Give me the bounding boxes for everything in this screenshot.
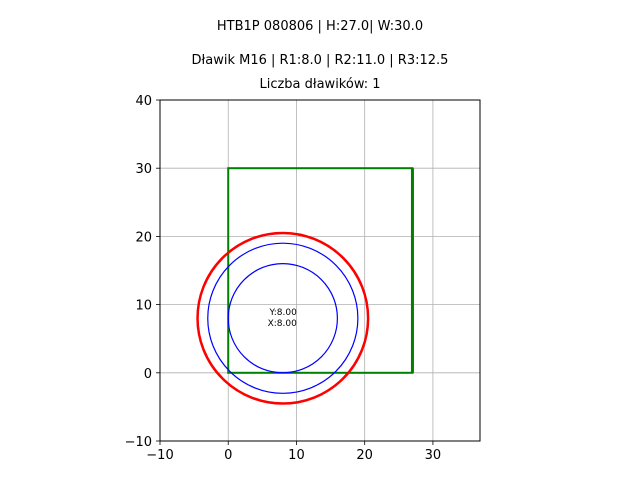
- x-tick-label: 10: [288, 448, 305, 463]
- center-coordinate-label: Y:8.00: [268, 308, 297, 318]
- axes-frame: [159, 99, 481, 442]
- y-tick-label: 30: [135, 162, 152, 177]
- chart-title: HTB1P 080806 | H:27.0| W:30.0: [216, 19, 424, 34]
- y-tick-label: 40: [135, 94, 152, 109]
- chart-subtitle: Dławik M16 | R1:8.0 | R2:11.0 | R3:12.5: [191, 53, 449, 68]
- y-tick-label: −10: [125, 435, 152, 450]
- x-tick-label: −10: [146, 448, 173, 463]
- circle-r1: [227, 263, 338, 374]
- circle-r3: [196, 231, 370, 405]
- x-tick-label: 0: [224, 448, 232, 463]
- center-coordinate-label: X:8.00: [268, 319, 298, 329]
- y-tick-label: 20: [135, 230, 152, 245]
- circle-r2: [207, 242, 359, 394]
- x-tick-label: 30: [425, 448, 442, 463]
- y-tick-label: 10: [135, 299, 152, 314]
- x-tick-label: 20: [356, 448, 373, 463]
- y-tick-label: 0: [144, 367, 152, 382]
- shapes-group: [196, 167, 414, 405]
- choke-count-label: Liczba dławików: 1: [259, 77, 381, 92]
